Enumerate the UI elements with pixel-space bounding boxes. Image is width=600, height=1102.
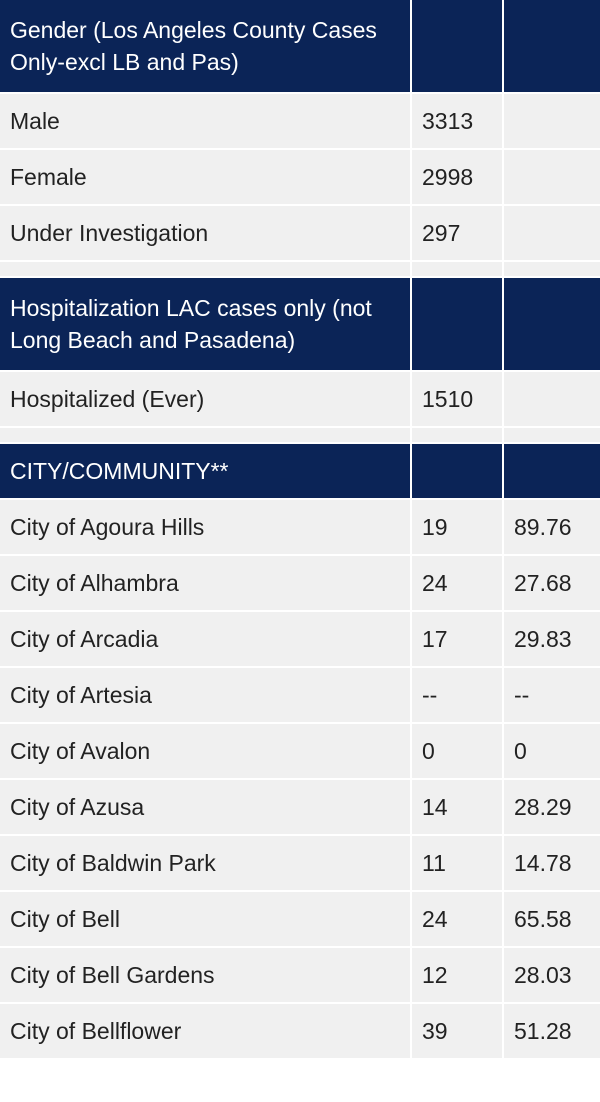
row-label: City of Bell Gardens — [0, 948, 410, 1002]
row-count: 0 — [412, 724, 502, 778]
row-rate: 51.28 — [504, 1004, 600, 1058]
row-count: 39 — [412, 1004, 502, 1058]
section-header-count-cell — [412, 0, 502, 92]
row-rate: 28.03 — [504, 948, 600, 1002]
row-rate: 27.68 — [504, 556, 600, 610]
row-rate: 28.29 — [504, 780, 600, 834]
row-count: 24 — [412, 556, 502, 610]
row-rate: 0 — [504, 724, 600, 778]
row-rate: 29.83 — [504, 612, 600, 666]
row-rate — [504, 206, 600, 260]
section-header: Hospitalization LAC cases only (not Long… — [0, 278, 410, 370]
row-label: City of Baldwin Park — [0, 836, 410, 890]
section-header: Gender (Los Angeles County Cases Only-ex… — [0, 0, 410, 92]
spacer-row-cell — [412, 262, 502, 276]
spacer-row-cell — [504, 262, 600, 276]
section-header-rate-cell — [504, 0, 600, 92]
spacer-row-cell — [412, 428, 502, 442]
row-count: 297 — [412, 206, 502, 260]
row-count: 2998 — [412, 150, 502, 204]
row-rate: 14.78 — [504, 836, 600, 890]
row-count: 19 — [412, 500, 502, 554]
row-count: 24 — [412, 892, 502, 946]
spacer-row-cell — [504, 428, 600, 442]
row-label: City of Avalon — [0, 724, 410, 778]
row-label: City of Alhambra — [0, 556, 410, 610]
row-label: City of Bell — [0, 892, 410, 946]
cases-table: Gender (Los Angeles County Cases Only-ex… — [0, 0, 600, 1058]
spacer-row-cell — [0, 428, 410, 442]
row-label: Hospitalized (Ever) — [0, 372, 410, 426]
row-count: 1510 — [412, 372, 502, 426]
row-count: 11 — [412, 836, 502, 890]
row-count: 3313 — [412, 94, 502, 148]
row-rate: 89.76 — [504, 500, 600, 554]
row-label: City of Agoura Hills — [0, 500, 410, 554]
row-rate — [504, 94, 600, 148]
row-rate: 65.58 — [504, 892, 600, 946]
row-rate: -- — [504, 668, 600, 722]
row-count: 17 — [412, 612, 502, 666]
row-count: -- — [412, 668, 502, 722]
row-rate — [504, 372, 600, 426]
section-header: CITY/COMMUNITY** — [0, 444, 410, 498]
row-label: City of Azusa — [0, 780, 410, 834]
row-label: Female — [0, 150, 410, 204]
row-count: 14 — [412, 780, 502, 834]
row-label: Male — [0, 94, 410, 148]
row-label: City of Arcadia — [0, 612, 410, 666]
row-label: City of Bellflower — [0, 1004, 410, 1058]
section-header-rate-cell — [504, 278, 600, 370]
row-label: Under Investigation — [0, 206, 410, 260]
row-count: 12 — [412, 948, 502, 1002]
row-rate — [504, 150, 600, 204]
row-label: City of Artesia — [0, 668, 410, 722]
section-header-count-cell — [412, 278, 502, 370]
spacer-row-cell — [0, 262, 410, 276]
section-header-count-cell — [412, 444, 502, 498]
section-header-rate-cell — [504, 444, 600, 498]
